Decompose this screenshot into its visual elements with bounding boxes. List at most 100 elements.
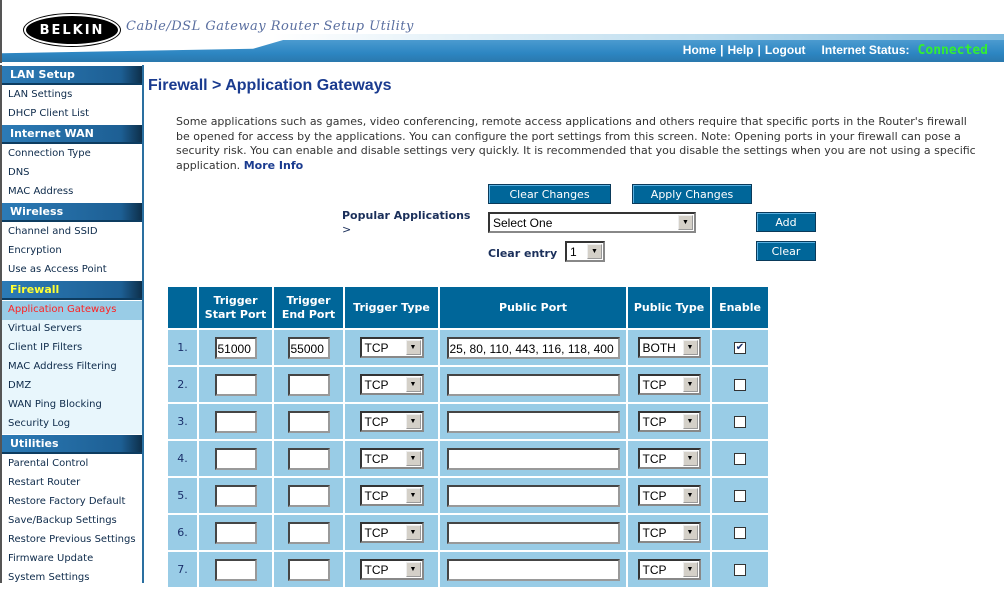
sidebar-item-lan-settings[interactable]: LAN Settings — [8, 89, 73, 100]
trigger-end-port-input[interactable] — [287, 447, 330, 470]
public-type-select[interactable]: TCP ▼ — [637, 448, 701, 469]
table-row: 3. TCP ▼ TCP ▼ — [166, 402, 770, 441]
chevron-down-icon: ▼ — [682, 488, 698, 503]
enable-checkbox[interactable] — [734, 564, 746, 576]
sidebar-section: LAN Setup LAN Settings DHCP Client List — [2, 66, 142, 124]
public-type-select[interactable]: TCP ▼ — [637, 374, 701, 395]
public-type-select[interactable]: BOTH ▼ — [637, 337, 701, 358]
selected-value: TCP — [364, 526, 389, 540]
sidebar-item-dhcp-client-list[interactable]: DHCP Client List — [8, 108, 90, 119]
sidebar-item-security-log[interactable]: Security Log — [2, 415, 142, 434]
sidebar-item-system-settings[interactable]: System Settings — [8, 572, 90, 583]
trigger-start-port-input[interactable] — [214, 447, 257, 470]
selected-value: TCP — [642, 489, 667, 503]
trigger-start-port-input[interactable] — [214, 410, 257, 433]
separator: | — [757, 43, 761, 57]
sidebar-item-application-gateways[interactable]: Application Gateways — [2, 301, 142, 320]
clear-button[interactable]: Clear — [756, 241, 816, 261]
sidebar-item-wan-ping-blocking[interactable]: WAN Ping Blocking — [2, 396, 142, 415]
trigger-start-port-input[interactable] — [214, 558, 257, 581]
sidebar-item-restore-previous-settings[interactable]: Restore Previous Settings — [8, 534, 136, 545]
chevron-down-icon: ▼ — [682, 377, 698, 392]
enable-checkbox[interactable] — [734, 379, 746, 391]
trigger-start-port-input[interactable]: 51000 — [214, 336, 257, 359]
top-nav: Home | Help | Logout Internet Status: Conn… — [683, 43, 988, 58]
public-type-select[interactable]: TCP ▼ — [637, 559, 701, 580]
sidebar-item-encryption[interactable]: Encryption — [8, 245, 62, 256]
sidebar-item-dns[interactable]: DNS — [8, 167, 30, 178]
trigger-start-port-input[interactable] — [214, 484, 257, 507]
enable-checkbox[interactable] — [734, 453, 746, 465]
apply-changes-button[interactable]: Apply Changes — [632, 184, 752, 204]
trigger-type-select[interactable]: TCP ▼ — [359, 559, 424, 580]
trigger-start-port-input[interactable] — [214, 521, 257, 544]
enable-checkbox[interactable] — [734, 416, 746, 428]
public-port-input[interactable]: 25, 80, 110, 443, 116, 118, 400 — [446, 336, 620, 359]
trigger-end-port-input[interactable] — [287, 558, 330, 581]
selected-value: TCP — [364, 341, 389, 355]
table-row: 2. TCP ▼ TCP ▼ — [166, 365, 770, 404]
sidebar-item-restart-router[interactable]: Restart Router — [8, 477, 81, 488]
row-number: 1. — [166, 328, 199, 367]
add-button[interactable]: Add — [756, 212, 816, 232]
enable-cell — [710, 439, 770, 478]
trigger-type-select[interactable]: TCP ▼ — [359, 337, 424, 358]
more-info-link[interactable]: More Info — [243, 158, 304, 172]
public-port-cell — [438, 476, 628, 515]
trigger-type-select[interactable]: TCP ▼ — [359, 374, 424, 395]
sidebar-item-client-ip-filters[interactable]: Client IP Filters — [2, 339, 142, 358]
sidebar-item-mac-address[interactable]: MAC Address — [8, 186, 74, 197]
sidebar-item-dmz[interactable]: DMZ — [2, 377, 142, 396]
trigger-end-port-input[interactable] — [287, 521, 330, 544]
home-link[interactable]: Home — [682, 43, 717, 57]
help-link[interactable]: Help — [727, 43, 754, 57]
clear-changes-button[interactable]: Clear Changes — [488, 184, 611, 204]
public-port-input[interactable] — [446, 558, 620, 581]
logout-link[interactable]: Logout — [764, 43, 806, 57]
sidebar-item-use-as-access-point[interactable]: Use as Access Point — [8, 264, 107, 275]
public-type-select[interactable]: TCP ▼ — [637, 411, 701, 432]
sidebar-item-save-backup-settings[interactable]: Save/Backup Settings — [8, 515, 117, 526]
enable-checkbox[interactable] — [734, 490, 746, 502]
trigger-type-select[interactable]: TCP ▼ — [359, 485, 424, 506]
chevron-down-icon: ▼ — [405, 414, 421, 429]
sidebar-item-channel-and-ssid[interactable]: Channel and SSID — [8, 226, 98, 237]
public-port-cell — [438, 402, 628, 441]
start-port-cell — [197, 365, 274, 404]
public-port-input[interactable] — [446, 410, 620, 433]
trigger-type-select[interactable]: TCP ▼ — [359, 411, 424, 432]
public-type-cell: TCP ▼ — [626, 439, 712, 478]
chevron-down-icon: ▼ — [682, 525, 698, 540]
sidebar-item-connection-type[interactable]: Connection Type — [8, 148, 91, 159]
trigger-type-select[interactable]: TCP ▼ — [359, 522, 424, 543]
row-number: 2. — [166, 365, 199, 404]
trigger-start-port-input[interactable] — [214, 373, 257, 396]
public-port-cell — [438, 365, 628, 404]
trigger-end-port-input[interactable]: 55000 — [287, 336, 330, 359]
enable-checkbox[interactable]: ✔ — [734, 342, 746, 354]
enable-checkbox[interactable] — [734, 527, 746, 539]
trigger-end-port-input[interactable] — [287, 373, 330, 396]
sidebar-item-mac-address-filtering[interactable]: MAC Address Filtering — [2, 358, 142, 377]
sidebar-item-virtual-servers[interactable]: Virtual Servers — [2, 320, 142, 339]
sidebar-section: Internet WAN Connection Type DNS MAC Addres… — [2, 125, 142, 202]
page-title: Firewall > Application Gateways — [148, 77, 392, 94]
popular-applications-select[interactable]: Select One ▼ — [488, 212, 696, 233]
trigger-end-port-input[interactable] — [287, 484, 330, 507]
chevron-down-icon: ▼ — [682, 340, 698, 355]
public-port-input[interactable] — [446, 484, 620, 507]
public-port-input[interactable] — [446, 521, 620, 544]
chevron-down-icon: ▼ — [682, 451, 698, 466]
public-type-select[interactable]: TCP ▼ — [637, 485, 701, 506]
sidebar-item-parental-control[interactable]: Parental Control — [8, 458, 89, 469]
end-port-cell — [272, 402, 345, 441]
public-port-input[interactable] — [446, 373, 620, 396]
public-port-input[interactable] — [446, 447, 620, 470]
trigger-type-select[interactable]: TCP ▼ — [359, 448, 424, 469]
sidebar-item-restore-factory-default[interactable]: Restore Factory Default — [8, 496, 126, 507]
sidebar-item-firmware-update[interactable]: Firmware Update — [8, 553, 94, 564]
clear-entry-select[interactable]: 1 ▼ — [565, 241, 605, 262]
public-type-select[interactable]: TCP ▼ — [637, 522, 701, 543]
trigger-end-port-input[interactable] — [287, 410, 330, 433]
internet-status-value: Connected — [917, 43, 988, 58]
